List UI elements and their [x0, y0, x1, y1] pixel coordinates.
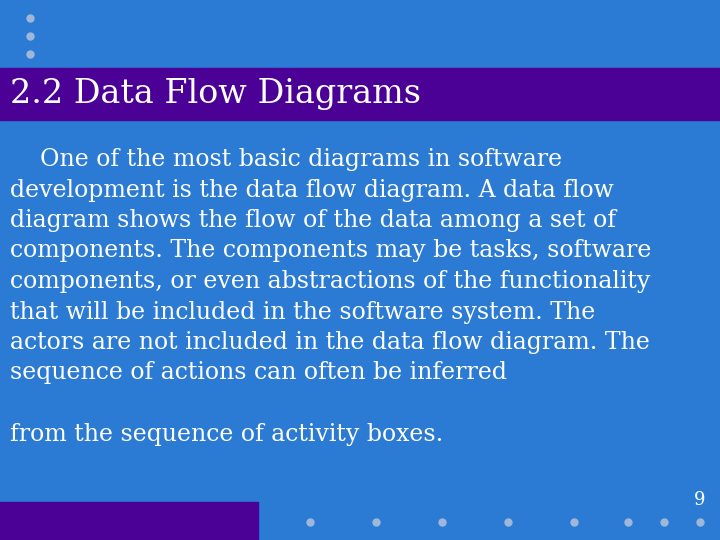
Text: actors are not included in the data flow diagram. The: actors are not included in the data flow…: [10, 331, 650, 354]
Text: from the sequence of activity boxes.: from the sequence of activity boxes.: [10, 422, 444, 446]
Text: 9: 9: [693, 491, 705, 509]
Text: diagram shows the flow of the data among a set of: diagram shows the flow of the data among…: [10, 209, 616, 232]
Text: sequence of actions can often be inferred: sequence of actions can often be inferre…: [10, 361, 507, 384]
Bar: [0, 502, 258, 540]
Text: One of the most basic diagrams in software: One of the most basic diagrams in softwa…: [10, 148, 562, 171]
Text: that will be included in the software system. The: that will be included in the software sy…: [10, 300, 595, 323]
Text: 2.2 Data Flow Diagrams: 2.2 Data Flow Diagrams: [10, 78, 421, 110]
Bar: [0, 68, 720, 120]
Text: components. The components may be tasks, software: components. The components may be tasks,…: [10, 240, 652, 262]
Text: development is the data flow diagram. A data flow: development is the data flow diagram. A …: [10, 179, 614, 201]
Text: components, or even abstractions of the functionality: components, or even abstractions of the …: [10, 270, 650, 293]
